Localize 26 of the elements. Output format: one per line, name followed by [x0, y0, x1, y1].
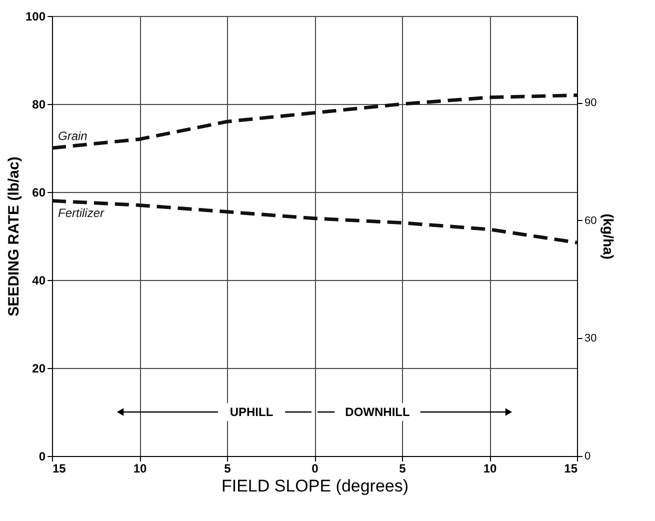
y2-axis-title: (kg/ha) — [600, 214, 617, 260]
x-tick-label: 15 — [52, 462, 66, 476]
y-tick-label: 40 — [32, 274, 46, 288]
y-tick-label: 20 — [32, 362, 46, 376]
y2-tick-label: 30 — [584, 332, 597, 345]
annotation: UPHILL — [230, 405, 274, 419]
line-series — [50, 199, 579, 244]
y2-tick-label: 0 — [584, 450, 591, 462]
y-tick-label: 80 — [32, 98, 46, 112]
y-tick-label: 0 — [38, 450, 46, 464]
y2-tick-label: 90 — [584, 97, 597, 110]
annotation: DOWNHILL — [345, 405, 410, 419]
x-tick-label: 10 — [483, 462, 497, 476]
x-tick-label: 5 — [224, 462, 232, 476]
y-tick-label: 60 — [32, 186, 46, 200]
x-tick-label: 0 — [312, 462, 319, 476]
y2-tick-label: 60 — [584, 214, 597, 227]
y-tick-label: 100 — [25, 10, 46, 24]
x-tick-label: 10 — [133, 462, 147, 476]
x-axis-title: FIELD SLOPE (degrees) — [221, 476, 409, 496]
x-tick-label: 15 — [564, 462, 578, 476]
series-label: Grain — [58, 129, 88, 143]
series-label: Fertilizer — [58, 206, 106, 220]
x-tick-label: 5 — [399, 462, 406, 476]
line-series — [50, 93, 579, 150]
y-axis-title: SEEDING RATE (lb/ac) — [5, 156, 22, 316]
